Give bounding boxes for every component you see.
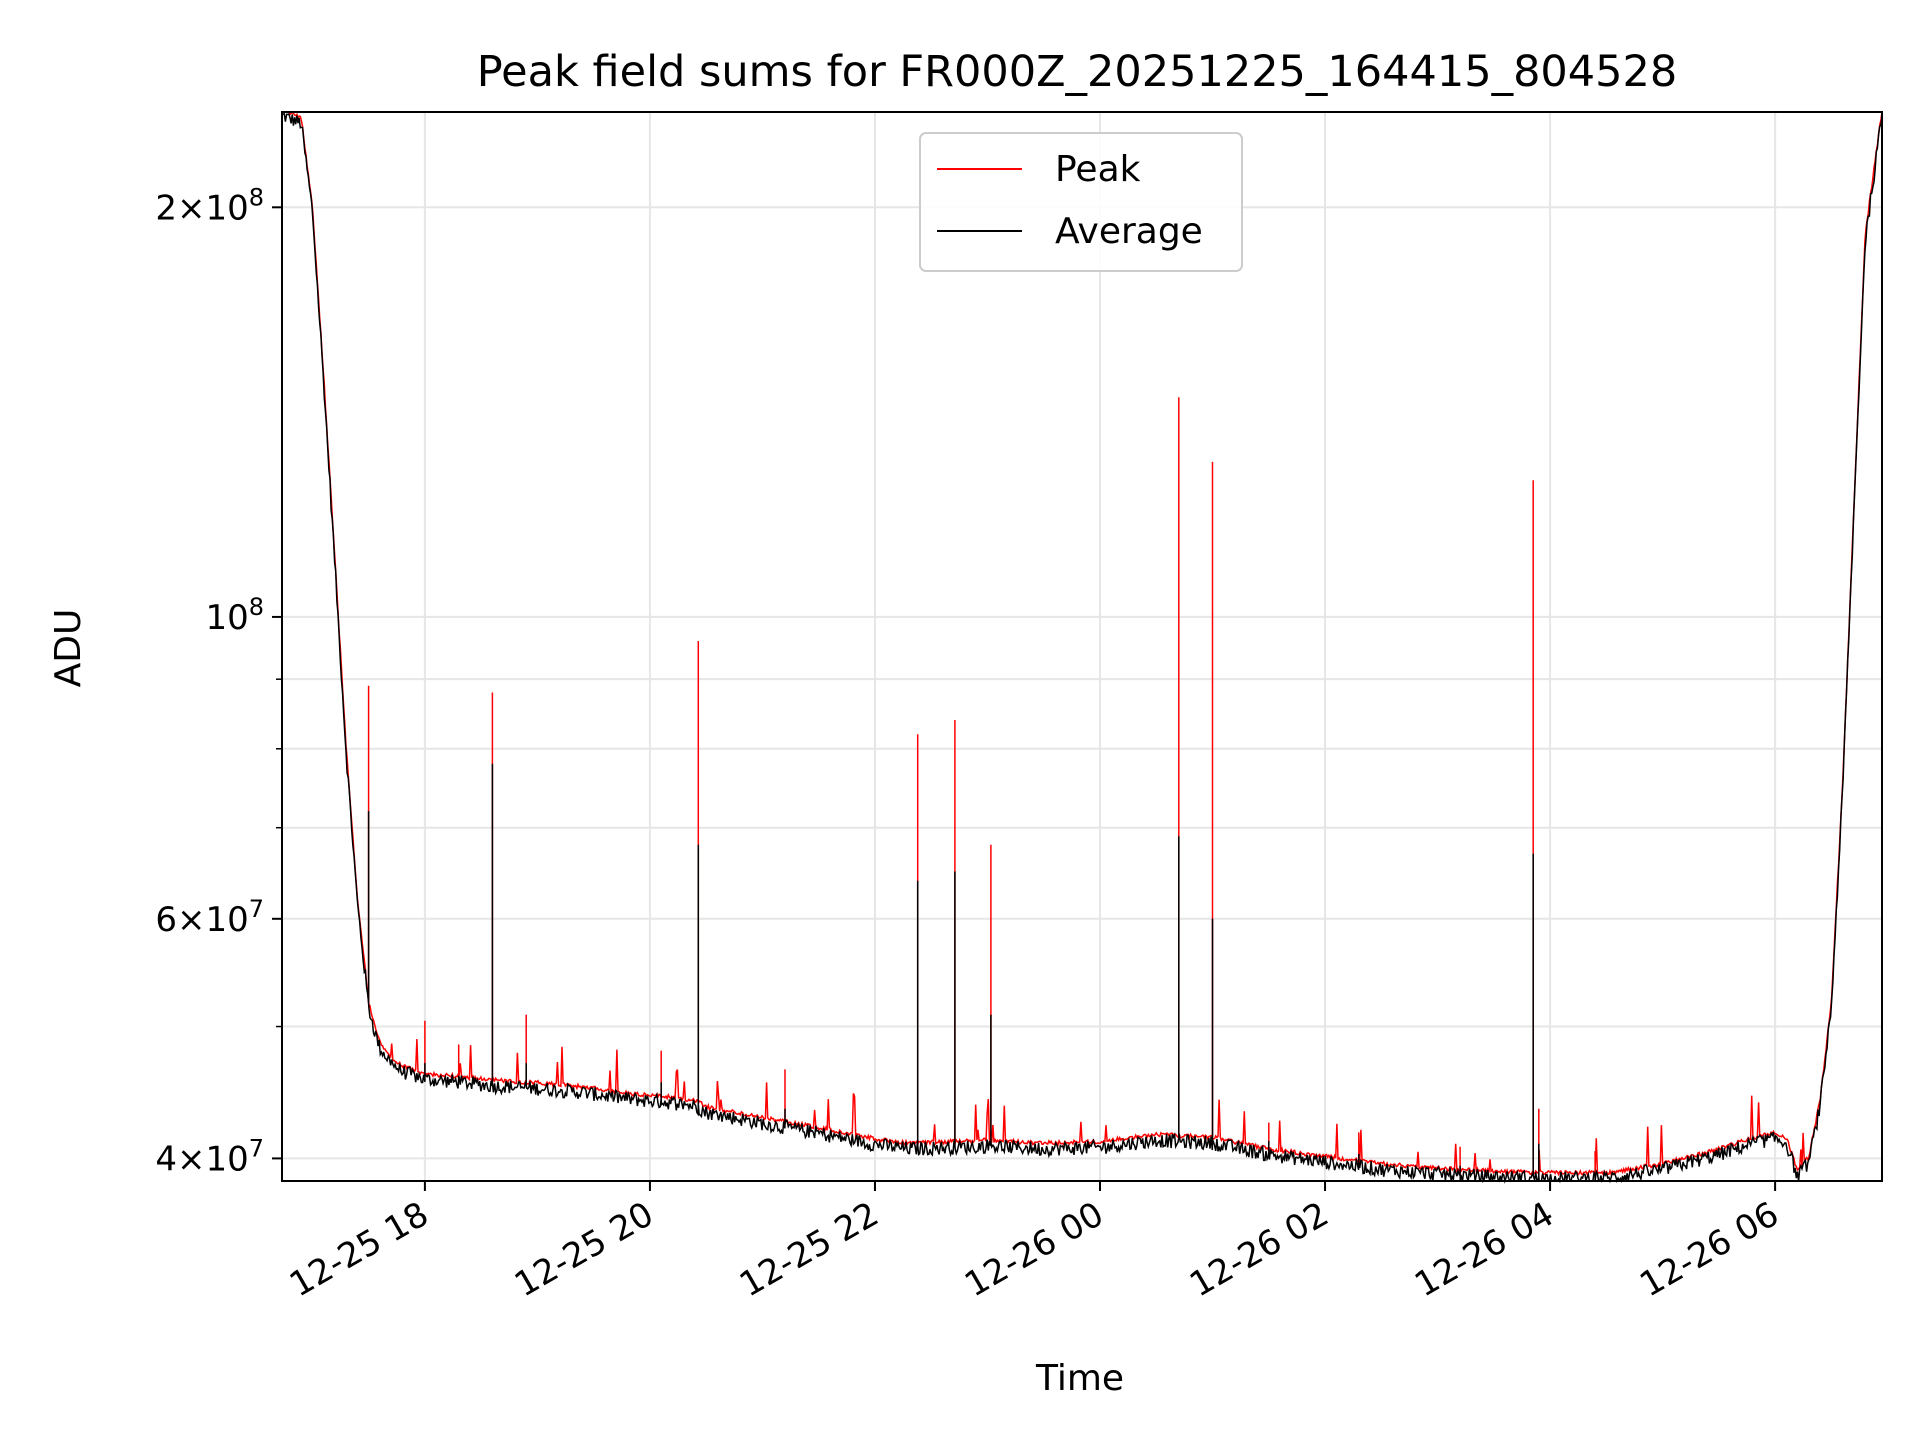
y-axis: 4×107 6×107 108 2×108	[155, 183, 282, 1179]
legend-box	[919, 132, 1243, 272]
x-axis: 12-25 18 12-25 20 12-25 22 12-26 00 12-26 02…	[283, 1181, 1786, 1305]
x-tick-label: 12-26 06	[1633, 1194, 1785, 1305]
y-tick-label: 108	[205, 593, 264, 638]
chart-title: Peak field sums for FR000Z_20251225_1644…	[477, 47, 1677, 97]
gridlines	[282, 112, 1882, 1181]
average-line	[281, 112, 1883, 1184]
x-tick-label: 12-26 00	[958, 1194, 1110, 1305]
y-tick-label: 6×107	[155, 895, 264, 940]
x-tick-label: 12-25 18	[283, 1194, 435, 1305]
legend-peak-label: Peak	[1055, 149, 1141, 190]
plot-frame	[281, 111, 1883, 1182]
x-tick-label: 12-25 20	[508, 1194, 660, 1305]
x-tick-label: 12-26 02	[1183, 1194, 1335, 1305]
y-tick-label: 4×107	[155, 1134, 264, 1179]
x-tick-label: 12-26 04	[1408, 1194, 1560, 1305]
legend-average-label: Average	[1055, 211, 1203, 252]
legend: Peak Average	[919, 132, 1243, 272]
y-tick-label: 2×108	[155, 183, 264, 228]
average-series	[281, 112, 1883, 1184]
x-tick-label: 12-25 22	[733, 1194, 885, 1305]
x-axis-label: Time	[1035, 1358, 1124, 1399]
y-axis-label: ADU	[48, 609, 89, 688]
